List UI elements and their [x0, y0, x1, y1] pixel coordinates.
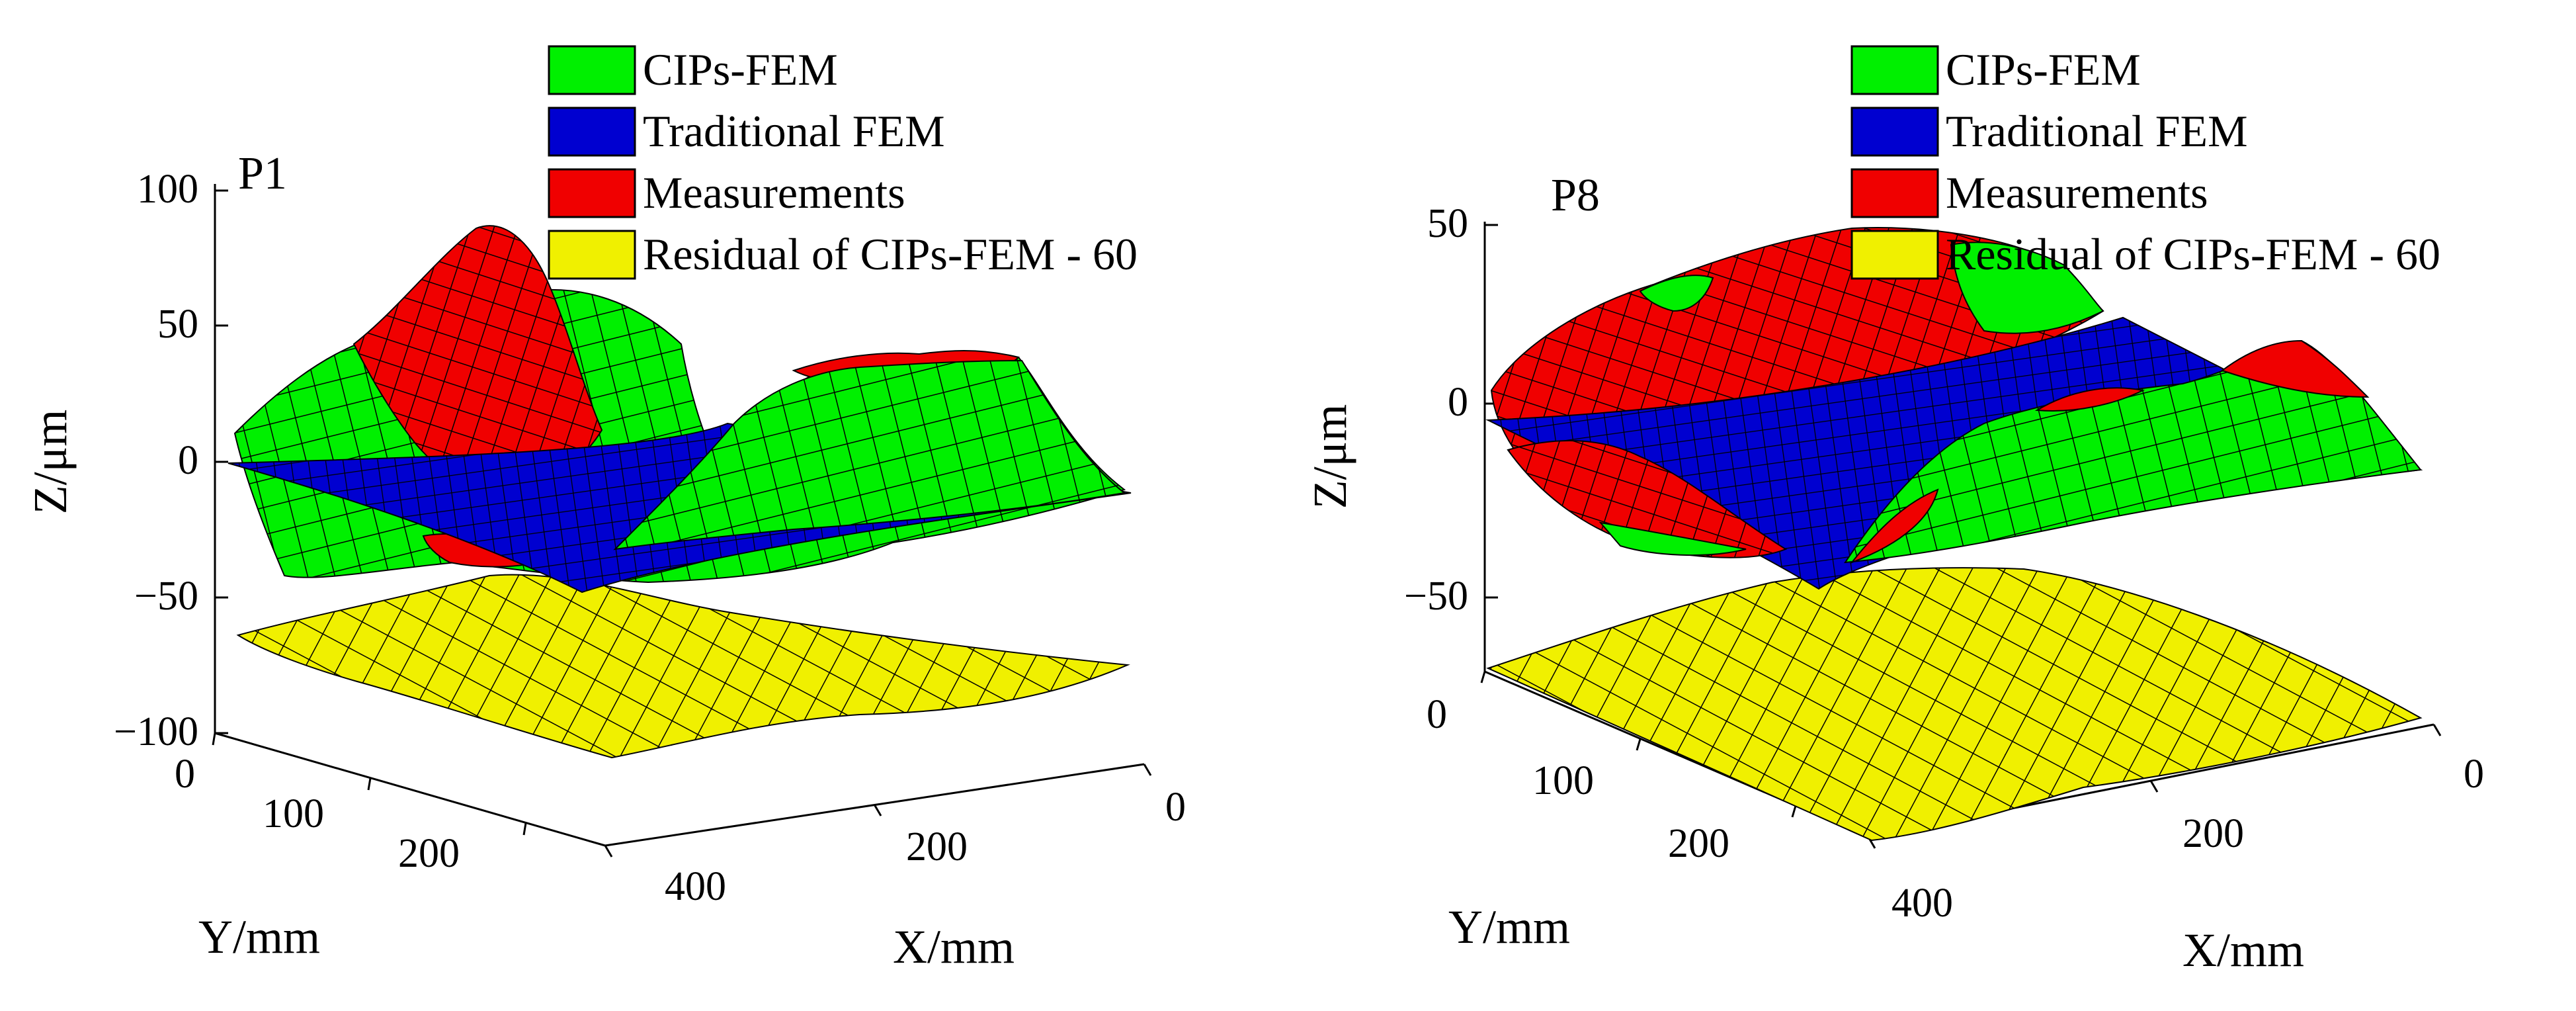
- p8-y-ticks: [1480, 671, 1797, 818]
- p8-x-tick-label: 200: [2182, 811, 2244, 856]
- p8-x-tick-label: 400: [1891, 881, 1953, 926]
- p1-surface-cipsfem-front: [613, 359, 1126, 550]
- legend-swatch-cipsfem: [1850, 45, 1939, 95]
- p1-z-tick-label: −50: [134, 574, 198, 619]
- p1-x-tick-label: 0: [1165, 785, 1186, 830]
- legend-label-residual: Residual of CIPs-FEM - 60: [643, 229, 1138, 279]
- p8-x-axis-label: X/mm: [2182, 924, 2304, 977]
- legend-label-traditional-fem: Traditional FEM: [1946, 106, 2248, 156]
- legend-swatch-cipsfem: [548, 45, 636, 95]
- p8-z-tick-label: −50: [1404, 574, 1468, 619]
- p1-z-ticks: [215, 189, 228, 734]
- p1-x-tick-label: 400: [665, 864, 726, 909]
- p1-x-ticks: [604, 764, 1152, 857]
- p8-y-axis-label: Y/mm: [1448, 901, 1570, 953]
- p8-surface-residual: [1486, 567, 2423, 842]
- p8-y-tick-label: 100: [1532, 758, 1594, 803]
- legend-label-traditional-fem: Traditional FEM: [643, 106, 945, 156]
- p8-z-tick-label: 0: [1448, 380, 1468, 425]
- p1-x-tick-label: 200: [906, 824, 968, 869]
- p8-surface-cipsfem: [1844, 339, 2422, 564]
- legend-swatch-traditional-fem: [1850, 107, 1939, 157]
- p8-y-tick-label: 200: [1668, 821, 1729, 866]
- p1-y-tick-labels: 0 100 200: [175, 752, 460, 876]
- legend-swatch-measurements: [548, 168, 636, 218]
- p1-x-tick-labels: 0 200 400: [665, 785, 1186, 909]
- p1-surface-residual: [236, 574, 1130, 759]
- legend-label-measurements: Measurements: [643, 167, 905, 218]
- legend-label-cipsfem: CIPs-FEM: [643, 44, 838, 95]
- p1-title: P1: [238, 148, 287, 199]
- legend-p8: CIPs-FEM Traditional FEM Measurements Re…: [1850, 44, 2440, 280]
- panel-p1: 100 50 0 −50 −100 0 100 200 0 200 400 P1…: [24, 148, 1186, 973]
- p1-y-axis-label: Y/mm: [198, 910, 320, 963]
- p8-x-tick-labels: 0 200 400: [1891, 752, 2484, 926]
- p8-y-tick-labels: 0 100 200: [1427, 692, 1729, 866]
- panel-p8: 50 0 −50 0 100 200 0 200 400 P8 Z/μm Y/m…: [1304, 170, 2484, 977]
- legend-swatch-residual: [548, 230, 636, 280]
- p8-title: P8: [1551, 170, 1600, 221]
- p1-x-axis-label: X/mm: [893, 920, 1015, 973]
- p1-z-tick-label: −100: [114, 709, 198, 754]
- p1-y-axis: [214, 732, 606, 847]
- p1-y-tick-label: 200: [398, 831, 460, 876]
- p1-z-tick-label: 100: [137, 167, 198, 212]
- p1-z-tick-labels: 100 50 0 −50 −100: [114, 167, 198, 754]
- p1-y-ticks: [212, 732, 527, 836]
- legend-label-cipsfem: CIPs-FEM: [1946, 44, 2141, 95]
- p1-z-tick-label: 0: [178, 438, 198, 483]
- p1-y-tick-label: 100: [263, 791, 324, 836]
- legend-label-residual: Residual of CIPs-FEM - 60: [1946, 229, 2440, 279]
- p8-y-tick-label: 0: [1427, 692, 1447, 737]
- p1-z-tick-label: 50: [157, 302, 198, 347]
- p1-y-tick-label: 0: [175, 752, 195, 797]
- legend-swatch-measurements: [1850, 168, 1939, 218]
- p8-z-tick-label: 50: [1427, 201, 1468, 246]
- p1-z-axis-label: Z/μm: [24, 410, 77, 515]
- legend-swatch-traditional-fem: [548, 107, 636, 157]
- p8-x-tick-label: 0: [2464, 752, 2484, 797]
- legend-swatch-residual: [1850, 230, 1939, 280]
- legend-p1: CIPs-FEM Traditional FEM Measurements Re…: [548, 44, 1138, 280]
- p8-z-tick-labels: 50 0 −50: [1404, 201, 1468, 619]
- legend-label-measurements: Measurements: [1946, 167, 2208, 218]
- p8-z-axis-label: Z/μm: [1304, 404, 1356, 509]
- p8-surface-measurements-front: [1507, 440, 1788, 558]
